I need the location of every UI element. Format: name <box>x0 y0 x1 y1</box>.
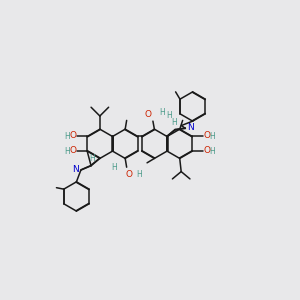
Text: O: O <box>69 131 76 140</box>
Text: N: N <box>187 123 194 132</box>
Text: H: H <box>172 118 177 127</box>
Text: O: O <box>144 110 152 119</box>
Text: H: H <box>210 147 215 156</box>
Text: H: H <box>210 132 215 141</box>
Text: O: O <box>203 131 210 140</box>
Text: H: H <box>159 108 165 117</box>
Text: H: H <box>112 163 117 172</box>
Text: H: H <box>90 154 95 164</box>
Text: N: N <box>73 165 79 174</box>
Text: H: H <box>64 132 70 141</box>
Text: O: O <box>69 146 76 155</box>
Text: O: O <box>203 146 210 155</box>
Text: O: O <box>125 169 133 178</box>
Text: H: H <box>136 169 142 178</box>
Text: H: H <box>166 111 172 120</box>
Text: H: H <box>64 147 70 156</box>
